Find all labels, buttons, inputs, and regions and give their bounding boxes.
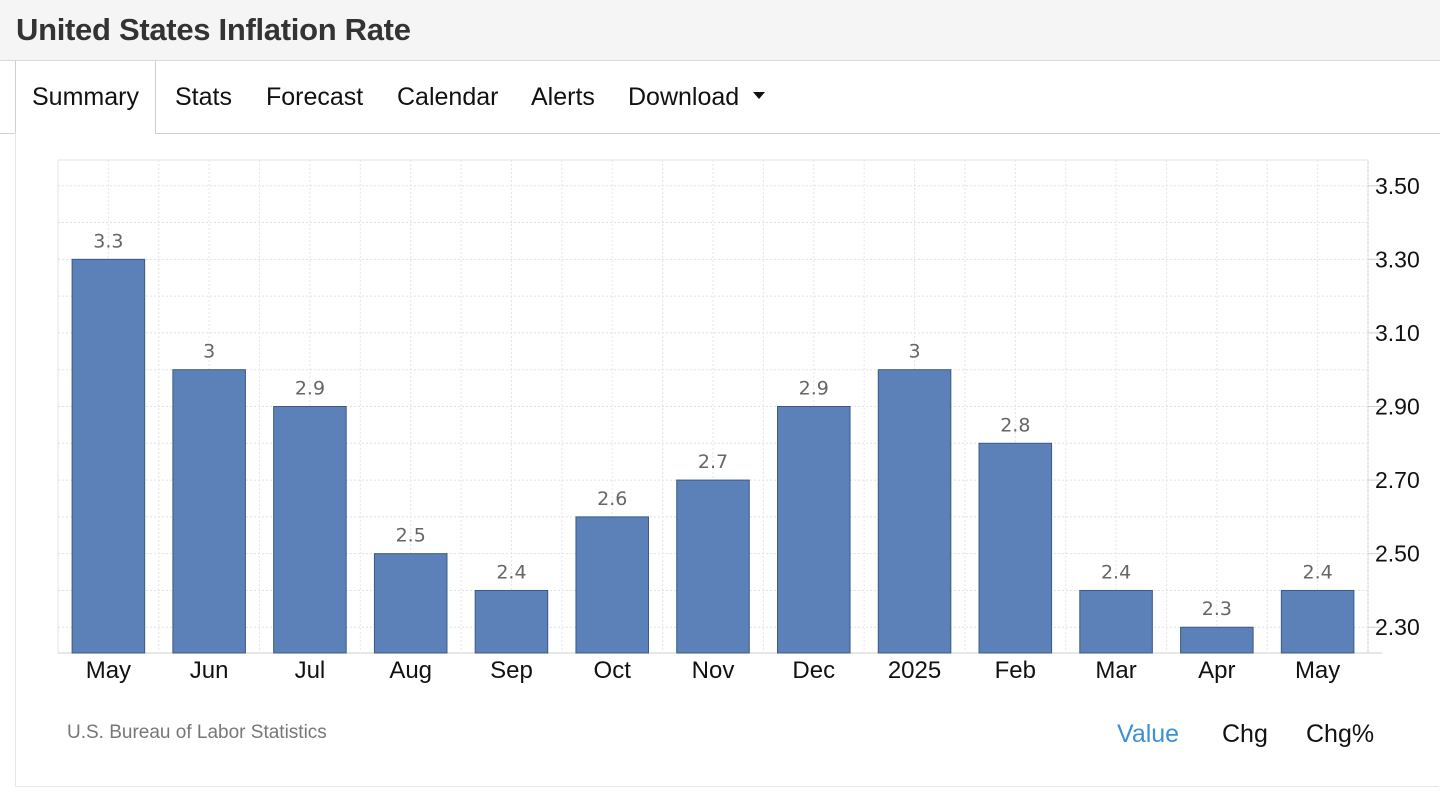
tab-summary[interactable]: Summary [15,61,156,134]
data-label: 3.3 [93,230,123,252]
data-label: 2.9 [295,378,325,400]
data-label: 2.8 [1000,414,1030,436]
x-tick-label: 2025 [888,657,941,684]
tab-alerts[interactable]: Alerts [531,83,595,111]
tab-download[interactable]: Download [628,61,766,133]
y-tick-label: 2.50 [1375,541,1420,567]
data-label: 2.9 [799,378,829,400]
chart-x-ticks: May Jun Jul Aug Sep Oct Nov Dec 2025 Feb Mar Apr May [86,657,1341,684]
x-tick-label: Mar [1095,657,1136,684]
y-tick-label: 2.30 [1375,614,1420,640]
mode-value-button[interactable]: Value [1117,720,1180,748]
x-tick-label: May [1295,657,1340,684]
bar-jul-2 [273,406,347,654]
mode-chg-percent-button[interactable]: Chg% [1306,720,1375,748]
y-tick-label: 3.30 [1375,246,1420,272]
tab-calendar[interactable]: Calendar [397,83,499,111]
x-tick-label: Oct [594,657,632,684]
data-label: 2.7 [698,451,728,473]
bar-2025-8 [877,369,952,654]
caret-down-icon [753,91,766,99]
chart-data-labels: 3.3 3 2.9 2.5 2.4 2.6 2.7 2.9 3 2.8 2.4 2.3 2.4 [93,230,1332,620]
bar-nov-6 [676,479,750,654]
tab-bar: Summary Stats Forecast Calendar Alerts D… [0,61,1440,134]
page-header: United States Inflation Rate [0,0,1440,61]
bar-jun-1 [172,369,246,654]
x-tick-label: Dec [792,657,835,684]
x-tick-label: Feb [995,657,1036,684]
bar-oct-5 [575,516,650,654]
tab-stats[interactable]: Stats [175,83,232,111]
y-tick-label: 2.90 [1375,394,1420,420]
x-tick-label: May [86,657,131,684]
x-tick-label: Apr [1198,657,1235,684]
chart-bars [71,258,1355,654]
data-label: 3 [203,341,215,363]
tab-forecast[interactable]: Forecast [266,83,364,111]
data-label: 2.6 [597,488,627,510]
bar-feb-9 [978,442,1053,654]
data-source: U.S. Bureau of Labor Statistics [67,722,327,743]
bar-dec-7 [776,406,851,654]
data-label: 2.5 [396,525,426,547]
bar-may-0 [71,258,146,654]
bar-may-12 [1280,589,1355,654]
x-tick-label: Sep [490,657,533,684]
data-label: 2.4 [496,561,526,583]
x-tick-label: Nov [692,657,735,684]
chart-panel [15,133,1439,787]
y-tick-label: 3.50 [1375,173,1420,199]
bar-apr-11 [1180,626,1254,654]
data-label: 2.4 [1101,561,1131,583]
x-tick-label: Jun [190,657,229,684]
page-title: United States Inflation Rate [16,12,411,47]
y-tick-label: 3.10 [1375,320,1420,346]
data-label: 3 [908,341,920,363]
data-label: 2.3 [1202,598,1232,620]
chart-y-ticks: 3.50 3.30 3.10 2.90 2.70 2.50 2.30 [1368,173,1420,640]
x-tick-label: Aug [389,657,432,684]
data-label: 2.4 [1303,561,1333,583]
x-tick-label: Jul [295,657,326,684]
mode-chg-button[interactable]: Chg [1222,720,1268,748]
bar-aug-3 [373,553,448,654]
bar-mar-10 [1079,589,1153,654]
y-tick-label: 2.70 [1375,467,1420,493]
bar-sep-4 [474,589,549,654]
tab-download-label: Download [628,83,740,111]
